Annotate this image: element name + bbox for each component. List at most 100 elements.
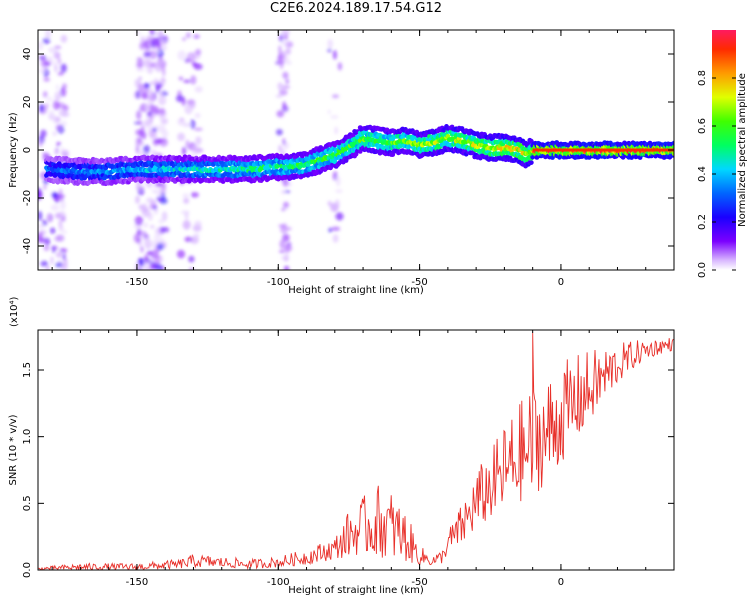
heatmap-noise-cell bbox=[60, 200, 66, 210]
heatmap-noise-cell bbox=[50, 256, 54, 265]
heatmap-noise-cell bbox=[284, 243, 291, 254]
heatmap-noise-cell bbox=[278, 224, 286, 228]
heatmap-noise-cell bbox=[279, 239, 286, 250]
heatmap-noise-cell bbox=[154, 31, 161, 37]
heatmap-noise-cell bbox=[45, 266, 50, 270]
heatmap-noise-cell bbox=[150, 38, 160, 47]
heatmap-noise-cell bbox=[47, 212, 51, 222]
heatmap-noise-cell bbox=[157, 57, 164, 65]
heatmap-noise-cell bbox=[278, 249, 286, 254]
heatmap-noise-cell bbox=[161, 226, 170, 233]
heatmap-noise-cell bbox=[160, 119, 168, 125]
heatmap-noise-cell bbox=[161, 45, 167, 51]
heatmap-noise-cell bbox=[42, 91, 48, 98]
y-tick-label: 1.0 bbox=[22, 429, 33, 445]
colorbar-tick-label: 0.8 bbox=[697, 70, 708, 86]
heatmap-noise-cell bbox=[182, 37, 186, 41]
heatmap-noise-cell bbox=[137, 120, 143, 126]
heatmap-noise-cell bbox=[195, 136, 202, 145]
snr-panel: -150 -100 -50 0 0.0 0.5 1.0 1.5 Height of strai… bbox=[8, 296, 675, 596]
heatmap-noise-cell bbox=[178, 76, 184, 81]
heatmap-noise-cell bbox=[135, 195, 140, 204]
heatmap-noise-cell bbox=[337, 62, 343, 71]
heatmap-noise-cell bbox=[176, 249, 186, 259]
heatmap-noise-cell bbox=[156, 195, 162, 202]
spectrogram-xlabel: Height of straight line (km) bbox=[288, 285, 424, 296]
heatmap-ridge bbox=[44, 124, 674, 187]
heatmap-noise-cell bbox=[43, 245, 50, 252]
colorbar-label: Normalized spectral amplitude bbox=[737, 73, 748, 227]
heatmap-noise-cell bbox=[149, 116, 153, 125]
heatmap-noise-cell bbox=[194, 220, 202, 228]
heatmap-noise-cell bbox=[328, 227, 333, 233]
x-tick-label: -150 bbox=[126, 577, 149, 588]
heatmap-noise-cell bbox=[177, 50, 187, 61]
heatmap-noise-cell bbox=[154, 63, 163, 73]
heatmap-noise-cell bbox=[52, 100, 60, 111]
heatmap-noise-cell bbox=[145, 119, 149, 127]
heatmap-noise-cell bbox=[279, 34, 284, 43]
heatmap-noise-cell bbox=[180, 117, 184, 122]
heatmap-noise-cell bbox=[134, 215, 144, 226]
heatmap-noise-cell bbox=[181, 146, 187, 156]
heatmap-noise-cell bbox=[335, 189, 343, 194]
y-tick-label: -20 bbox=[22, 190, 33, 206]
heatmap-noise-cell bbox=[60, 87, 67, 97]
heatmap-noise-cell bbox=[160, 76, 165, 83]
heatmap-noise-cell bbox=[282, 201, 290, 209]
heatmap-noise-cell bbox=[158, 218, 165, 224]
heatmap-noise-cell bbox=[153, 205, 157, 210]
heatmap-noise-cell bbox=[182, 193, 190, 199]
heatmap-noise-cell bbox=[38, 232, 44, 242]
heatmap-noise-cell bbox=[335, 176, 341, 187]
spectrogram-axes: -150 -100 -50 0 -40 -20 0 20 40 bbox=[22, 30, 675, 288]
heatmap-noise-cell bbox=[52, 131, 57, 137]
heatmap-noise-cell bbox=[58, 188, 63, 198]
heatmap-noise-cell bbox=[190, 75, 197, 85]
heatmap-noise-cell bbox=[142, 207, 151, 218]
heatmap-noise-cell bbox=[149, 30, 156, 36]
heatmap-noise-cell bbox=[184, 212, 189, 221]
snr-xlabel: Height of straight line (km) bbox=[288, 585, 424, 596]
heatmap-noise-cell bbox=[38, 229, 47, 235]
heatmap-noise-cell bbox=[58, 225, 64, 232]
heatmap-noise-cell bbox=[146, 250, 154, 256]
y-tick-label: -40 bbox=[22, 238, 33, 254]
heatmap-noise-cell bbox=[282, 101, 286, 110]
heatmap-noise-cell bbox=[136, 57, 144, 68]
heatmap-noise-cell bbox=[285, 79, 289, 84]
heatmap-noise-cell bbox=[60, 262, 68, 270]
heatmap-noise-cell bbox=[193, 34, 200, 39]
heatmap-noise-cell bbox=[281, 189, 286, 195]
heatmap-ridge-cell bbox=[671, 140, 674, 146]
y-tick-label: 0.0 bbox=[22, 562, 33, 578]
heatmap-noise-cell bbox=[43, 184, 47, 190]
heatmap-noise-cell bbox=[154, 228, 160, 236]
heatmap-noise-cell bbox=[190, 192, 199, 198]
heatmap-noise-cell bbox=[279, 59, 284, 70]
snr-frame bbox=[37, 329, 675, 571]
colorbar-tick-label: 0.4 bbox=[697, 166, 708, 182]
heatmap-noise-cell bbox=[150, 105, 156, 114]
heatmap-noise-cell bbox=[184, 236, 193, 242]
heatmap-noise-cell bbox=[146, 67, 154, 74]
heatmap-noise-cell bbox=[54, 91, 62, 101]
heatmap-noise-cell bbox=[154, 77, 158, 84]
heatmap-noise-cell bbox=[142, 265, 151, 270]
heatmap-noise-cell bbox=[327, 48, 332, 53]
heatmap-noise-cell bbox=[281, 207, 285, 212]
heatmap-noise-cell bbox=[41, 219, 48, 226]
heatmap-noise-cell bbox=[285, 61, 293, 65]
spectrogram-heatmap bbox=[38, 30, 674, 270]
snr-axes: -150 -100 -50 0 0.0 0.5 1.0 1.5 bbox=[22, 330, 675, 588]
heatmap-noise-cell bbox=[51, 192, 58, 198]
heatmap-noise-cell bbox=[140, 246, 144, 253]
heatmap-noise-cell bbox=[52, 245, 56, 254]
heatmap-noise-cell bbox=[56, 196, 64, 202]
heatmap-noise-cell bbox=[183, 79, 192, 84]
heatmap-noise-cell bbox=[151, 113, 156, 119]
heatmap-noise-cell bbox=[284, 190, 291, 194]
heatmap-noise-cell bbox=[334, 126, 339, 135]
heatmap-noise-cell bbox=[193, 233, 200, 239]
heatmap-noise-cell bbox=[43, 65, 49, 70]
